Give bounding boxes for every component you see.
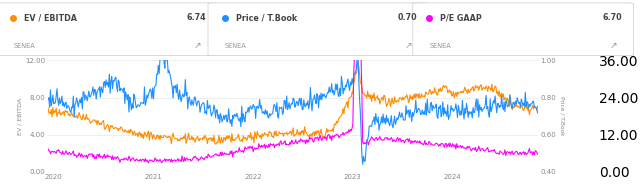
Text: 6.74: 6.74 bbox=[186, 13, 206, 22]
Text: 6.70: 6.70 bbox=[602, 13, 622, 22]
Text: SENEA: SENEA bbox=[429, 43, 451, 49]
Text: ↗: ↗ bbox=[609, 41, 617, 50]
Text: P/E GAAP: P/E GAAP bbox=[440, 13, 482, 22]
FancyBboxPatch shape bbox=[208, 3, 429, 56]
Text: SENEA: SENEA bbox=[13, 43, 35, 49]
Text: ↗: ↗ bbox=[404, 41, 412, 50]
Text: 0.70: 0.70 bbox=[397, 13, 417, 22]
Text: ↗: ↗ bbox=[193, 41, 201, 50]
Y-axis label: EV / EBITDA: EV / EBITDA bbox=[17, 98, 22, 135]
FancyBboxPatch shape bbox=[413, 3, 634, 56]
Y-axis label: Price / T.Book: Price / T.Book bbox=[559, 96, 564, 136]
FancyBboxPatch shape bbox=[0, 3, 218, 56]
Text: Price / T.Book: Price / T.Book bbox=[236, 13, 297, 22]
Text: EV / EBITDA: EV / EBITDA bbox=[24, 13, 77, 22]
Text: SENEA: SENEA bbox=[225, 43, 246, 49]
